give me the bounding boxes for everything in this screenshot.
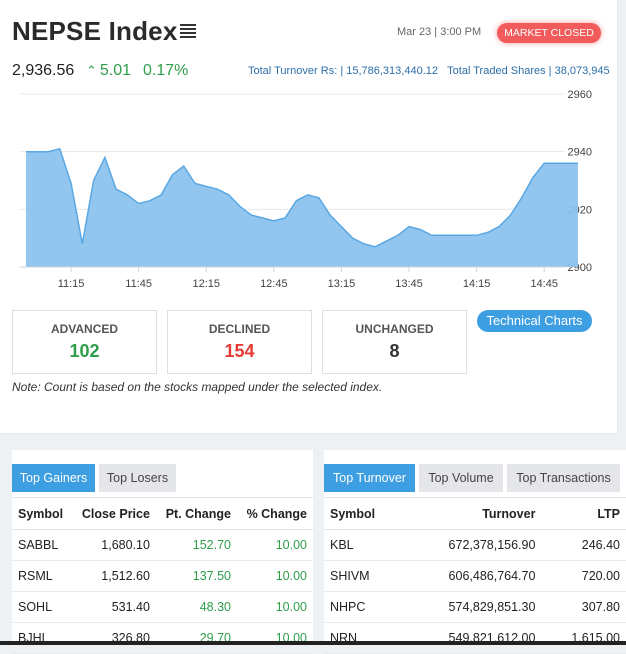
index-change-value: 5.01 (99, 62, 132, 79)
advanced-stat: ADVANCED 102 (12, 310, 157, 374)
turnover-cell: 549,821,612.00 (403, 622, 542, 654)
pct-change-cell: 10.00 (237, 560, 313, 592)
table-row[interactable]: SHIVM 606,486,764.70 720.00 (324, 560, 626, 592)
tab-top-turnover[interactable]: Top Turnover (324, 464, 415, 492)
declined-stat: DECLINED 154 (167, 310, 312, 374)
y-tick-label: 2960 (568, 89, 592, 101)
col-close-price[interactable]: Close Price (71, 497, 156, 530)
x-tick-label: 14:45 (530, 278, 558, 290)
note-text: Note: Count is based on the stocks mappe… (12, 380, 383, 394)
page-bottom-scrollbar[interactable] (0, 641, 626, 645)
symbol-cell[interactable]: BJHL (12, 622, 72, 654)
close-price-cell: 1,512.60 (71, 560, 156, 592)
symbol-cell[interactable]: SHIVM (324, 560, 404, 592)
table-row[interactable]: BJHL 326.80 29.70 10.00 (12, 622, 313, 654)
tab-top-gainers[interactable]: Top Gainers (12, 464, 95, 492)
col-ltp[interactable]: LTP (541, 497, 626, 530)
close-price-cell: 1,680.10 (71, 529, 156, 561)
market-status-badge: MARKET CLOSED (497, 23, 601, 43)
total-turnover: Total Turnover Rs: | 15,786,313,440.12 (248, 65, 438, 77)
technical-charts-button[interactable]: Technical Charts (477, 310, 592, 332)
page-title: NEPSE Index (12, 16, 178, 46)
tab-top-volume[interactable]: Top Volume (419, 464, 503, 492)
pct-change-cell: 10.00 (237, 622, 313, 654)
symbol-cell[interactable]: KBL (324, 529, 404, 561)
turnover-cell: 672,378,156.90 (403, 529, 542, 561)
index-card: NEPSE Index Mar 23 | 3:00 PM MARKET CLOS… (0, 0, 618, 434)
x-tick-label: 12:15 (192, 278, 220, 290)
close-price-cell: 326.80 (71, 622, 156, 654)
index-change-percent: 0.17% (143, 62, 189, 79)
col-symbol[interactable]: Symbol (12, 497, 72, 530)
symbol-cell[interactable]: NHPC (324, 591, 404, 623)
close-price-cell: 531.40 (71, 591, 156, 623)
symbol-cell[interactable]: SABBL (12, 529, 72, 561)
advanced-label: ADVANCED (50, 322, 119, 336)
table-row[interactable]: KBL 672,378,156.90 246.40 (324, 529, 626, 561)
symbol-cell[interactable]: NRN (324, 622, 404, 654)
table-row[interactable]: NRN 549,821,612.00 1,615.00 (324, 622, 626, 654)
x-tick-label: 13:15 (328, 278, 356, 290)
table-row[interactable]: SABBL 1,680.10 152.70 10.00 (12, 529, 313, 561)
gainers-panel: Top Gainers Top Losers Symbol Close Pric… (12, 450, 313, 654)
symbol-cell[interactable]: RSML (12, 560, 72, 592)
col-pt-change[interactable]: Pt. Change (155, 497, 237, 530)
tab-top-transactions[interactable]: Top Transactions (507, 464, 620, 492)
line-series (26, 147, 578, 248)
turnover-panel: Top Turnover Top Volume Top Transactions… (324, 450, 626, 654)
total-traded-shares: Total Traded Shares | 38,073,945 (447, 65, 610, 77)
up-arrow-icon: ⌃ (86, 63, 97, 78)
advanced-count: 102 (69, 341, 100, 361)
turnover-cell: 606,486,764.70 (403, 560, 542, 592)
table-row[interactable]: RSML 1,512.60 137.50 10.00 (12, 560, 313, 592)
ltp-cell: 307.80 (541, 591, 626, 623)
unchanged-count: 8 (389, 341, 400, 361)
x-tick-label: 12:45 (260, 278, 288, 290)
y-tick-label: 2940 (568, 147, 592, 159)
area-series (26, 148, 578, 267)
x-tick-label: 11:45 (125, 278, 152, 290)
ltp-cell: 1,615.00 (541, 622, 626, 654)
menu-icon[interactable] (180, 24, 196, 38)
declined-count: 154 (224, 341, 255, 361)
turnover-table: Symbol Turnover LTP KBL 672,378,156.90 246… (324, 497, 626, 654)
tab-top-losers[interactable]: Top Losers (99, 464, 176, 492)
pt-change-cell: 29.70 (155, 622, 237, 654)
ltp-cell: 720.00 (541, 560, 626, 592)
pct-change-cell: 10.00 (237, 529, 313, 561)
pt-change-cell: 137.50 (155, 560, 237, 592)
declined-label: DECLINED (208, 322, 271, 336)
table-row[interactable]: SOHL 531.40 48.30 10.00 (12, 591, 313, 623)
turnover-summary: Total Turnover Rs: | 15,786,313,440.12 T… (248, 65, 610, 77)
x-tick-label: 11:15 (58, 278, 85, 290)
gainers-table: Symbol Close Price Pt. Change % Change S… (12, 497, 313, 654)
pct-change-cell: 10.00 (237, 591, 313, 623)
unchanged-label: UNCHANGED (355, 322, 434, 336)
index-value: 2,936.56 (12, 62, 75, 79)
col-symbol[interactable]: Symbol (324, 497, 404, 530)
symbol-cell[interactable]: SOHL (12, 591, 72, 623)
table-row[interactable]: NHPC 574,829,851.30 307.80 (324, 591, 626, 623)
pt-change-cell: 152.70 (155, 529, 237, 561)
x-tick-label: 13:45 (395, 278, 423, 290)
col-turnover[interactable]: Turnover (403, 497, 542, 530)
index-change: ⌃ 5.01 (86, 62, 131, 80)
ltp-cell: 246.40 (541, 529, 626, 561)
x-tick-label: 14:15 (463, 278, 491, 290)
pt-change-cell: 48.30 (155, 591, 237, 623)
turnover-cell: 574,829,851.30 (403, 591, 542, 623)
market-datetime: Mar 23 | 3:00 PM (397, 26, 482, 38)
col-pct-change[interactable]: % Change (237, 497, 313, 530)
unchanged-stat: UNCHANGED 8 (322, 310, 467, 374)
